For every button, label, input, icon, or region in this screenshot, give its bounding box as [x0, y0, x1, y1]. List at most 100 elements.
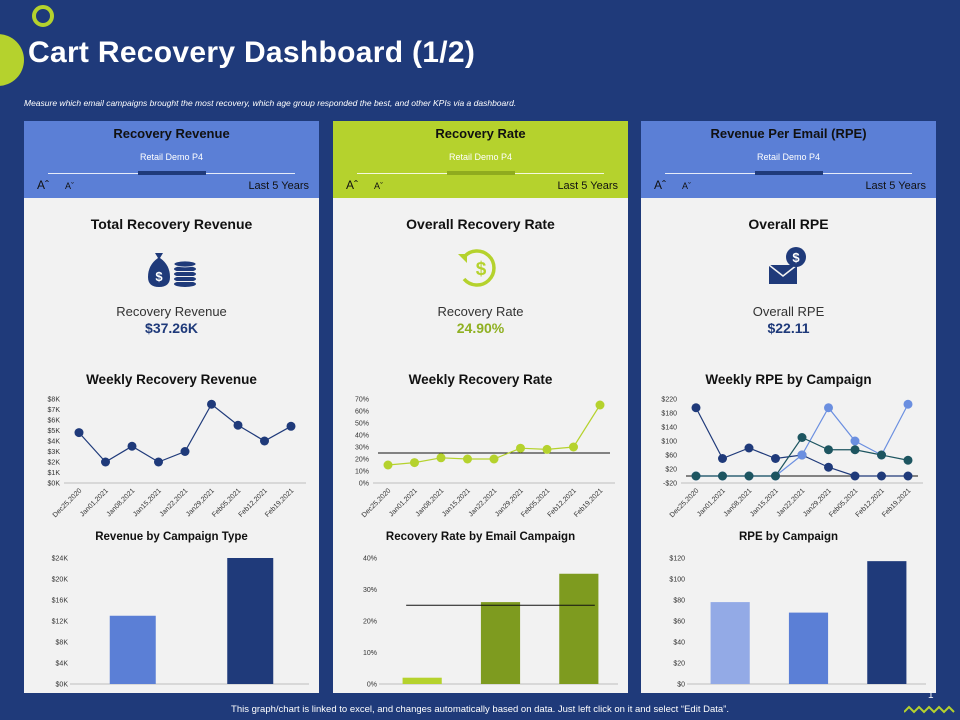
- data-point: [850, 471, 860, 481]
- chart-title: Weekly Recovery Rate: [408, 372, 553, 387]
- data-point: [383, 460, 393, 470]
- y-tick-label: $100: [669, 577, 685, 584]
- svg-text:$: $: [155, 269, 163, 284]
- decorative-ring: [32, 5, 54, 27]
- increase-font-button[interactable]: Aˆ: [346, 178, 358, 192]
- chart-title: RPE by Campaign: [738, 531, 839, 543]
- y-tick-label: $220: [661, 397, 677, 404]
- y-tick-label: $1K: [48, 470, 61, 477]
- data-point: [127, 441, 137, 451]
- kpi-value: $37.26K: [145, 320, 198, 336]
- y-tick-label: 30%: [363, 587, 377, 594]
- y-tick-label: $5K: [48, 428, 61, 435]
- panel-recovery-rate: Recovery Rate Retail Demo P4 Aˆ Aˇ Last …: [333, 121, 628, 693]
- y-tick-label: 0%: [367, 682, 377, 689]
- data-point: [516, 443, 525, 453]
- increase-font-button[interactable]: Aˆ: [37, 178, 49, 192]
- data-point: [903, 471, 913, 481]
- dollar-refresh-icon: $: [333, 241, 628, 291]
- decorative-disc: [0, 34, 24, 86]
- period-filter[interactable]: Last 5 Years: [557, 180, 618, 192]
- data-point: [771, 471, 780, 481]
- data-point: [718, 454, 727, 463]
- data-point: [569, 442, 578, 452]
- decrease-font-button[interactable]: Aˇ: [65, 181, 74, 191]
- chart-title: Revenue by Campaign Type: [95, 531, 248, 543]
- kpi-title: Overall RPE: [748, 216, 829, 232]
- period-filter[interactable]: Last 5 Years: [248, 180, 309, 192]
- data-point: [233, 420, 243, 430]
- weekly-recovery-revenue-chart: $0K$1K$2K$3K$4K$5K$6K$7K$8KDec25,2020Jan…: [48, 397, 306, 519]
- kpi-title: Overall Recovery Rate: [406, 216, 555, 232]
- data-point: [850, 445, 860, 455]
- panel-title: Revenue Per Email (RPE): [710, 126, 867, 141]
- y-tick-label: 70%: [355, 397, 369, 404]
- y-tick-label: -$20: [663, 481, 677, 488]
- y-tick-label: $80: [673, 598, 685, 605]
- weekly-recovery-rate-chart: 0%10%20%30%40%50%60%70%Dec25,2020Jan01,2…: [355, 397, 615, 519]
- bar: [867, 561, 907, 684]
- kpi-label: Recovery Rate: [437, 304, 524, 319]
- bar: [788, 612, 829, 684]
- y-tick-label: $4K: [48, 439, 61, 446]
- data-point: [542, 444, 552, 454]
- money-bag-coins-icon: $: [24, 241, 319, 291]
- data-point: [74, 428, 84, 438]
- data-point: [824, 403, 833, 413]
- footer-note: This graph/chart is linked to excel, and…: [231, 704, 729, 715]
- page-subtitle: Measure which email campaigns brought th…: [24, 98, 517, 108]
- page-number: 1: [928, 690, 934, 701]
- y-tick-label: $100: [661, 439, 677, 446]
- decrease-font-button[interactable]: Aˇ: [682, 181, 691, 191]
- y-tick-label: $2K: [48, 460, 61, 467]
- decrease-font-button[interactable]: Aˇ: [374, 181, 383, 191]
- y-tick-label: $8K: [48, 397, 61, 404]
- decorative-zigzag: [904, 705, 955, 714]
- data-point: [180, 447, 190, 456]
- y-tick-label: 30%: [355, 445, 369, 452]
- kpi-label: Overall RPE: [752, 304, 825, 319]
- kpi-title: Total Recovery Revenue: [90, 216, 253, 232]
- data-point: [691, 471, 701, 481]
- recovery-rate-by-email-campaign-chart: 0% 10% 20% 30% 40%: [363, 556, 618, 689]
- weekly-rpe-by-campaign-chart: -$20$20$60$100$140$180$220Dec25,2020Jan0…: [661, 397, 923, 519]
- y-tick-label: $8K: [56, 640, 69, 647]
- panel-subtitle: Retail Demo P4: [448, 152, 513, 162]
- y-tick-label: $60: [673, 619, 685, 626]
- x-tick-label: Feb19,2021: [881, 487, 912, 518]
- y-tick-label: $120: [669, 556, 685, 563]
- data-point: [850, 436, 860, 446]
- data-point: [595, 400, 605, 410]
- panel-title: Recovery Revenue: [113, 126, 230, 141]
- kpi-value: 24.90%: [456, 320, 505, 336]
- data-point: [718, 471, 727, 481]
- data-point: [903, 399, 913, 409]
- bar: [402, 677, 442, 684]
- data-point: [877, 471, 886, 481]
- svg-text:$: $: [792, 250, 800, 265]
- panel-header: Revenue Per Email (RPE) Retail Demo P4 A…: [641, 121, 936, 198]
- rpe-by-campaign-chart: $0 $20 $40 $60 $80 $100 $120: [669, 556, 926, 689]
- panel-rpe: Revenue Per Email (RPE) Retail Demo P4 A…: [641, 121, 936, 693]
- active-tab-indicator: [755, 171, 823, 175]
- data-point: [463, 454, 472, 464]
- kpi-value: $22.11: [767, 320, 810, 336]
- revenue-by-campaign-type-chart: $0K $4K $8K $12K $16K $20K $24K: [52, 556, 309, 689]
- data-point: [410, 458, 419, 468]
- period-filter[interactable]: Last 5 Years: [865, 180, 926, 192]
- y-tick-label: $60: [665, 453, 677, 460]
- email-dollar-icon: $: [641, 241, 936, 291]
- data-point: [436, 453, 446, 463]
- chart-title: Weekly Recovery Revenue: [86, 372, 257, 387]
- panel-subtitle: Retail Demo P4: [756, 152, 821, 162]
- y-tick-label: $40: [673, 640, 685, 647]
- y-tick-label: 10%: [355, 469, 369, 476]
- data-point: [154, 457, 163, 467]
- panel-subtitle: Retail Demo P4: [139, 152, 204, 162]
- y-tick-label: 50%: [355, 421, 369, 428]
- y-tick-label: $140: [661, 425, 677, 432]
- increase-font-button[interactable]: Aˆ: [654, 178, 666, 192]
- y-tick-label: $20: [673, 661, 685, 668]
- bar: [710, 602, 750, 684]
- data-point: [797, 450, 807, 460]
